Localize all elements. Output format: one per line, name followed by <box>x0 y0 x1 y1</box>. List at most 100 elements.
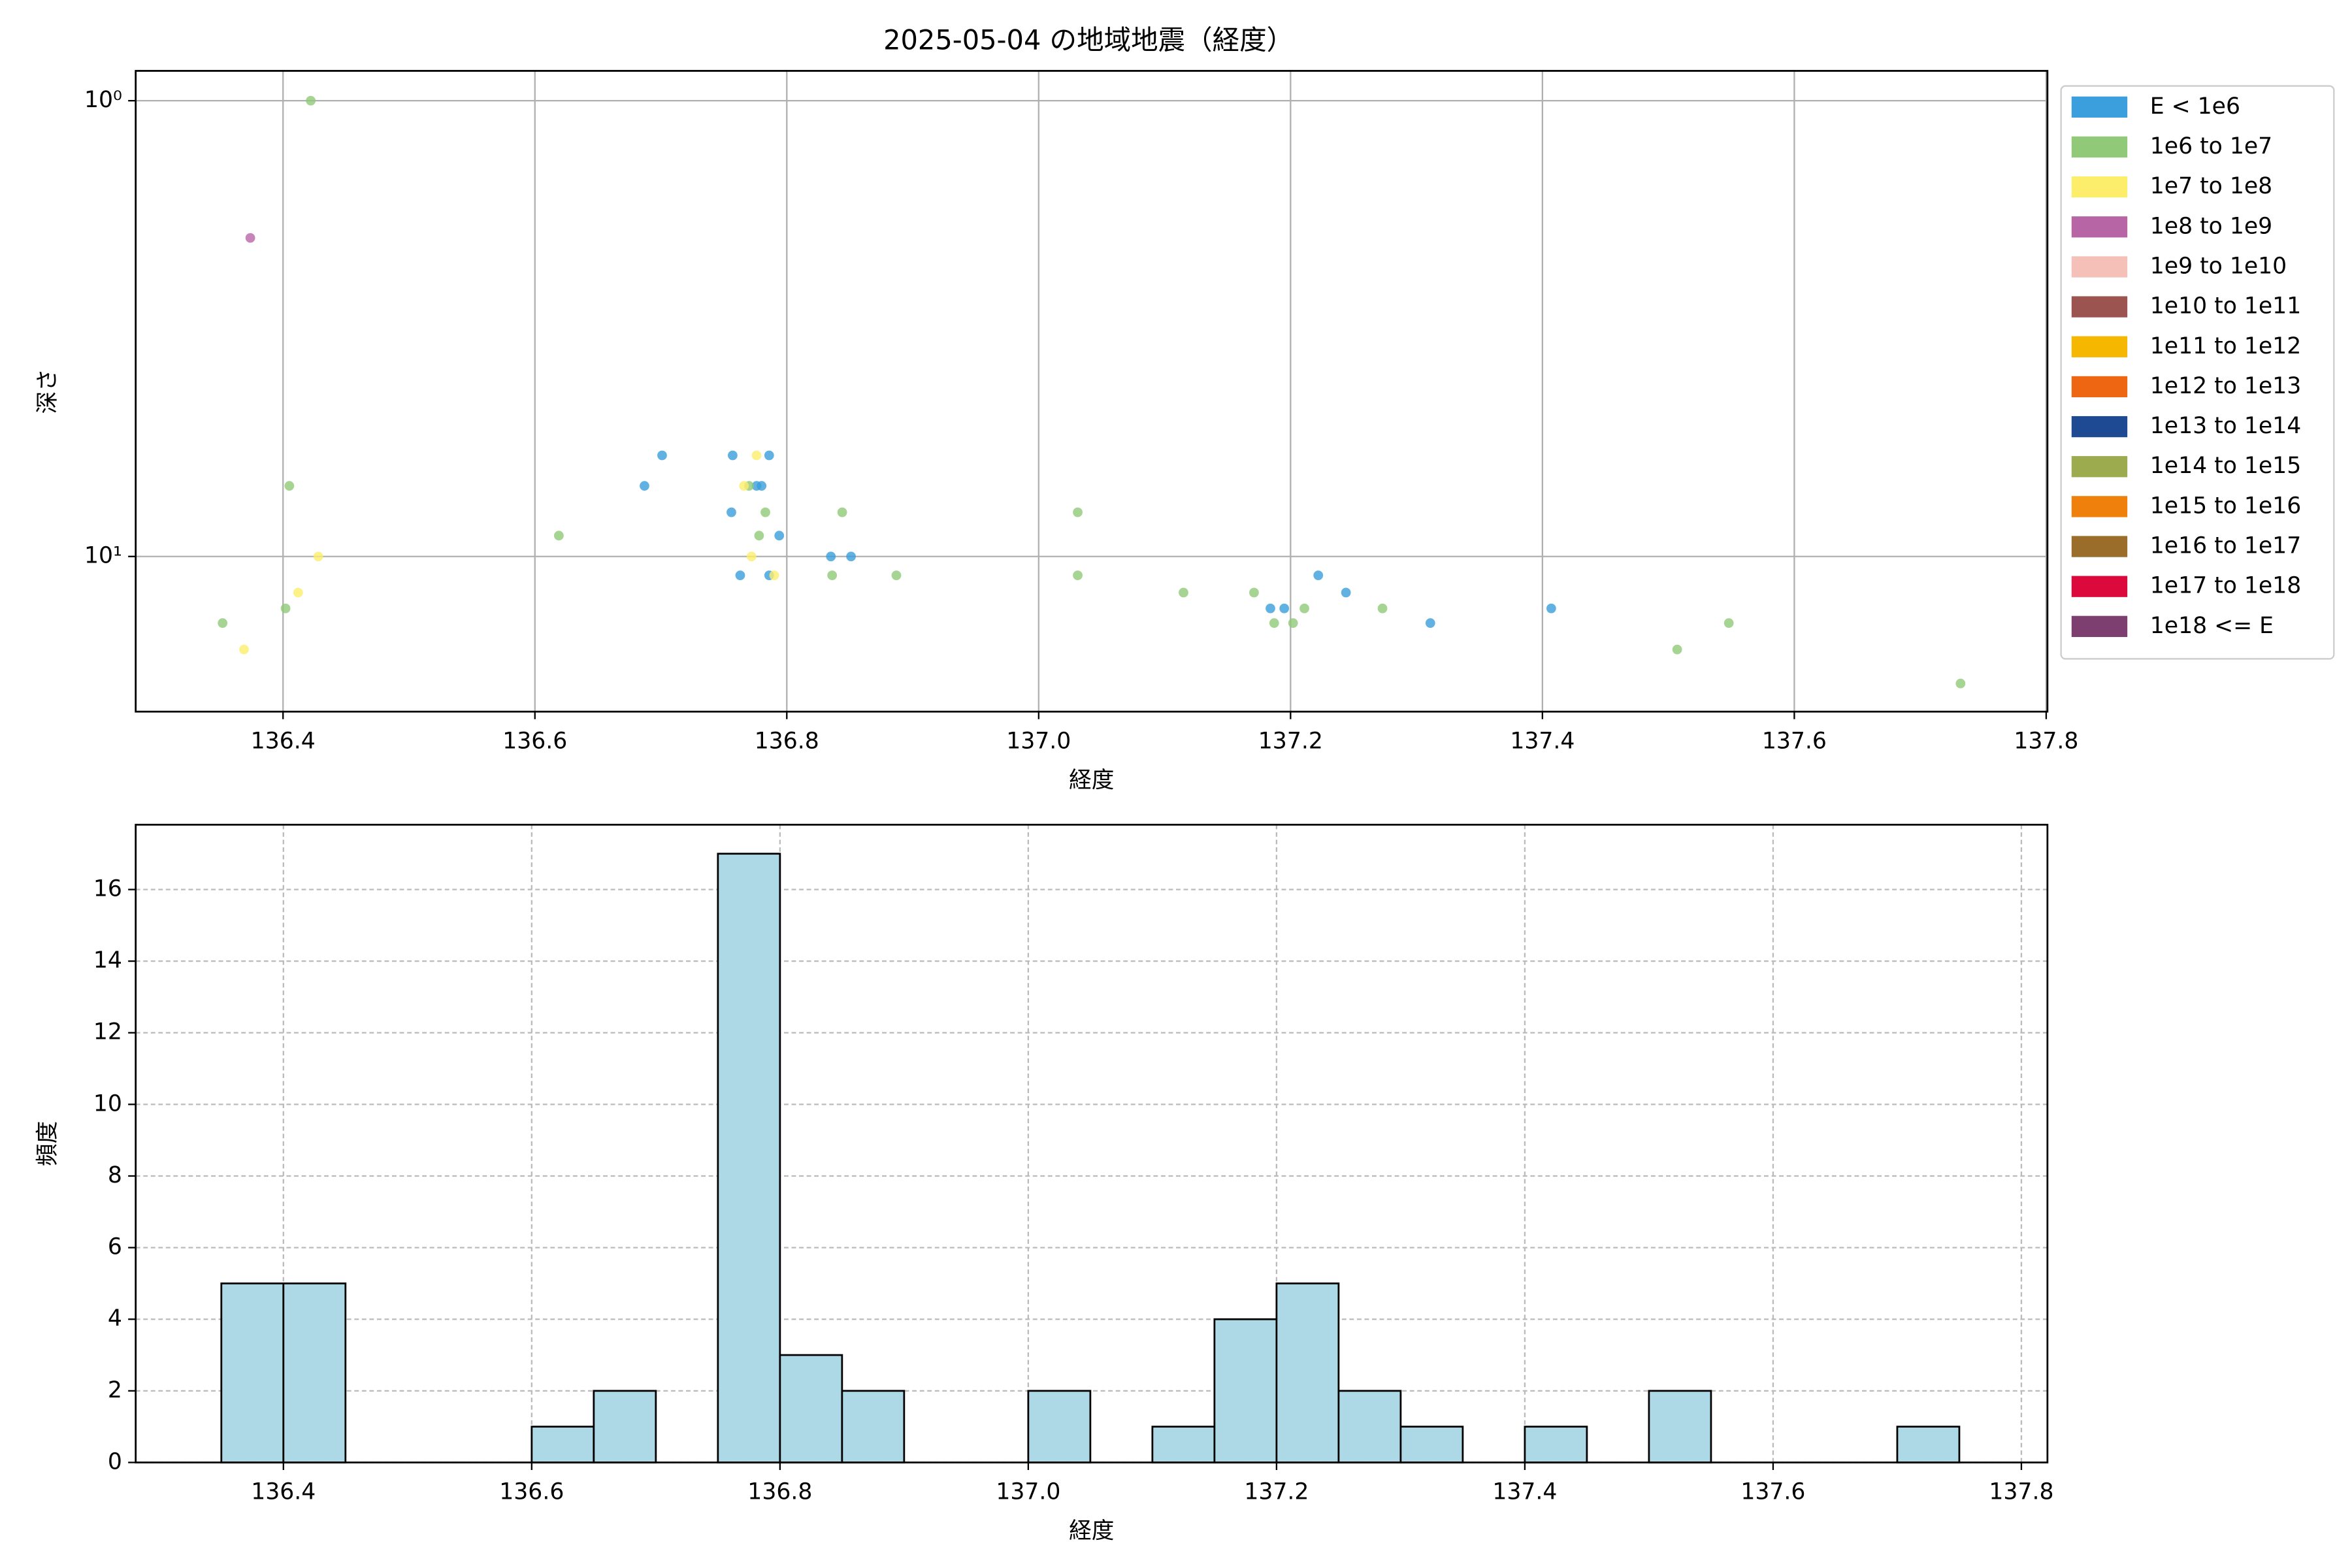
scatter-point <box>1249 587 1259 598</box>
scatter-point <box>1073 570 1083 581</box>
y-axis-label: 深さ <box>35 368 61 414</box>
scatter-point <box>891 570 902 581</box>
histogram-bar <box>1896 1426 1961 1463</box>
x-tick-label: 137.2 <box>1258 728 1323 754</box>
legend-swatch <box>2071 536 2128 557</box>
y-tick-label: 4 <box>108 1305 122 1331</box>
legend-label: 1e8 to 1e9 <box>2150 213 2272 239</box>
y-tick-label: 14 <box>93 947 122 973</box>
legend-label: 1e7 to 1e8 <box>2150 173 2272 199</box>
x-tick-label: 136.4 <box>251 728 316 754</box>
x-tick-label: 137.4 <box>1510 728 1575 754</box>
scatter-point <box>1179 587 1188 598</box>
histogram-bar <box>220 1282 285 1463</box>
scatter-point <box>727 507 736 517</box>
histogram-bar <box>779 1354 843 1463</box>
legend-label: 1e12 to 1e13 <box>2150 373 2301 399</box>
legend-swatch <box>2071 615 2128 637</box>
legend-label: 1e6 to 1e7 <box>2150 133 2272 159</box>
legend-label: 1e13 to 1e14 <box>2150 413 2301 439</box>
scatter-point <box>1377 603 1388 613</box>
legend-swatch <box>2071 96 2128 118</box>
scatter-point <box>245 233 255 243</box>
scatter-point <box>1313 570 1324 581</box>
legend-label: 1e16 to 1e17 <box>2150 533 2301 559</box>
scatter-point <box>1073 507 1083 517</box>
scatter-point <box>827 570 838 581</box>
histogram-bar <box>1151 1426 1216 1463</box>
x-tick-label: 137.0 <box>1006 728 1071 754</box>
legend-label: 1e11 to 1e12 <box>2150 333 2301 359</box>
scatter-point <box>751 450 762 461</box>
histogram-bar <box>1337 1390 1402 1463</box>
scatter-point <box>1279 603 1290 613</box>
histogram-bar <box>593 1390 657 1463</box>
x-tick-label: 137.8 <box>2014 728 2078 754</box>
scatter-point <box>1546 603 1556 613</box>
y-tick-label: 0 <box>108 1448 122 1475</box>
scatter-point <box>313 551 323 562</box>
scatter-point <box>746 551 757 562</box>
scatter-point <box>837 507 847 517</box>
scatter-point <box>826 551 836 562</box>
x-tick-label: 137.2 <box>1244 1479 1309 1505</box>
legend-label: E < 1e6 <box>2150 93 2240 120</box>
scatter-point <box>754 531 764 541</box>
x-tick-label: 136.6 <box>499 1479 564 1505</box>
legend-swatch <box>2071 176 2128 198</box>
legend-swatch <box>2071 456 2128 478</box>
x-tick-label: 136.8 <box>755 728 819 754</box>
scatter-point <box>1299 603 1309 613</box>
y-tick-label: 2 <box>108 1377 122 1403</box>
scatter-point <box>735 570 745 581</box>
scatter-point <box>1269 618 1279 629</box>
legend-swatch <box>2071 256 2128 278</box>
legend-swatch <box>2071 336 2128 357</box>
legend-swatch <box>2071 216 2128 238</box>
x-tick-label: 136.8 <box>747 1479 812 1505</box>
x-tick-label: 137.4 <box>1492 1479 1557 1505</box>
legend-label: 1e14 to 1e15 <box>2150 453 2301 479</box>
legend-box <box>2060 85 2335 660</box>
scatter-point <box>657 450 667 461</box>
scatter-point <box>293 587 303 598</box>
scatter-point <box>1723 618 1734 629</box>
y-tick-label: 8 <box>108 1162 122 1188</box>
chart-title: 2025-05-04 の地域地震（経度） <box>883 24 1294 56</box>
histogram-bar <box>1648 1390 1712 1463</box>
legend-label: 1e15 to 1e16 <box>2150 493 2301 519</box>
y-tick-label: 12 <box>93 1019 122 1045</box>
histogram-bar <box>841 1390 906 1463</box>
scatter-point <box>846 551 856 562</box>
scatter-point <box>640 481 649 491</box>
scatter-point <box>1425 618 1435 629</box>
scatter-point <box>739 481 749 491</box>
legend-swatch <box>2071 576 2128 597</box>
y-tick-label: 10 <box>93 1090 122 1117</box>
x-tick-label: 137.0 <box>996 1479 1060 1505</box>
scatter-point <box>1955 678 1966 689</box>
scatter-point <box>1341 587 1351 598</box>
legend-swatch <box>2071 496 2128 517</box>
histogram-bar <box>282 1282 347 1463</box>
legend-swatch <box>2071 416 2128 438</box>
histogram-bar <box>531 1426 595 1463</box>
scatter-point <box>760 507 770 517</box>
histogram-bar <box>1399 1426 1464 1463</box>
scatter-point <box>774 531 785 541</box>
scatter-point <box>218 618 228 629</box>
scatter-point <box>1672 644 1682 655</box>
legend-label: 1e9 to 1e10 <box>2150 253 2287 279</box>
y-tick-label: 6 <box>108 1234 122 1260</box>
histogram-bar <box>1213 1318 1278 1463</box>
x-axis-label: 経度 <box>1069 1518 1114 1544</box>
histogram-bar <box>1275 1282 1340 1463</box>
scatter-point <box>1266 603 1275 613</box>
plot-frame <box>135 70 2049 713</box>
legend-swatch <box>2071 296 2128 318</box>
y-tick-label: 10⁰ <box>84 87 122 113</box>
scatter-point <box>757 481 767 491</box>
histogram-bar <box>1524 1426 1588 1463</box>
histogram-bar <box>1027 1390 1092 1463</box>
